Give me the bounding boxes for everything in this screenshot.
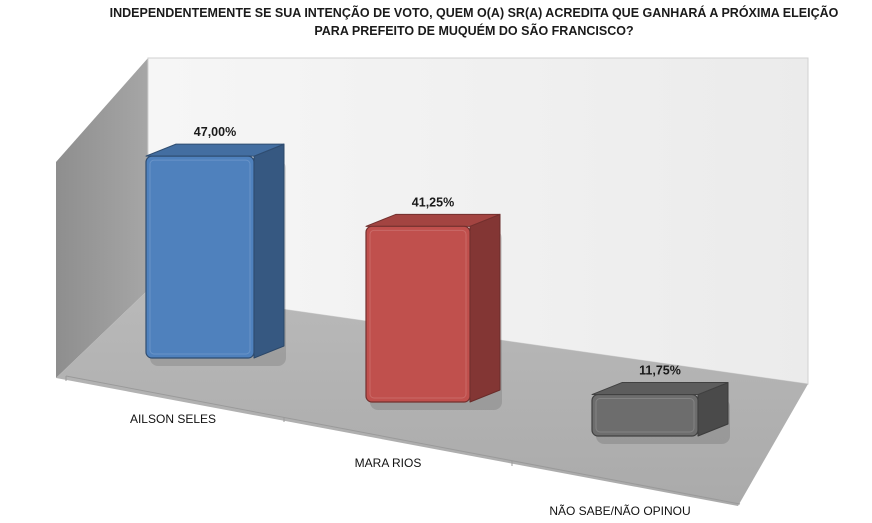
bar-ailson-seles xyxy=(145,143,286,366)
value-label-ailson-seles: 47,00% xyxy=(194,125,236,139)
category-label-nao-sabe-nao-opinou: NÃO SABE/NÃO OPINOU xyxy=(549,504,690,518)
chart-title: INDEPENDENTEMENTE SE SUA INTENÇÃO DE VOT… xyxy=(110,5,839,38)
bar-side-face xyxy=(253,143,285,359)
bar-front-face xyxy=(145,155,255,359)
bars xyxy=(145,143,730,444)
category-label-mara-rios: MARA RIOS xyxy=(355,456,422,470)
side-wall xyxy=(56,58,148,378)
bar-highlight xyxy=(369,229,467,399)
category-labels: AILSON SELES MARA RIOS NÃO SABE/NÃO OPINOU xyxy=(130,412,691,518)
category-label-ailson-seles: AILSON SELES xyxy=(130,412,216,426)
bar-nao-sabe-nao-opinou xyxy=(591,382,730,444)
floor-front-edge xyxy=(65,375,741,505)
chart-title-line-2: PARA PREFEITO DE MUQUÉM DO SÃO FRANCISCO… xyxy=(314,23,633,38)
bar-highlight xyxy=(595,398,695,433)
value-label-mara-rios: 41,25% xyxy=(412,195,454,209)
bar-front-face xyxy=(365,225,471,403)
value-labels: 47,00% 41,25% 11,75% xyxy=(194,125,681,377)
bar-highlight xyxy=(149,159,251,355)
value-label-nao-sabe-nao-opinou: 11,75% xyxy=(639,364,681,378)
bar-front-face xyxy=(591,393,699,437)
chart-title-line-1: INDEPENDENTEMENTE SE SUA INTENÇÃO DE VOT… xyxy=(110,5,839,20)
bar-mara-rios xyxy=(365,213,502,410)
bar-side-face xyxy=(469,213,501,403)
